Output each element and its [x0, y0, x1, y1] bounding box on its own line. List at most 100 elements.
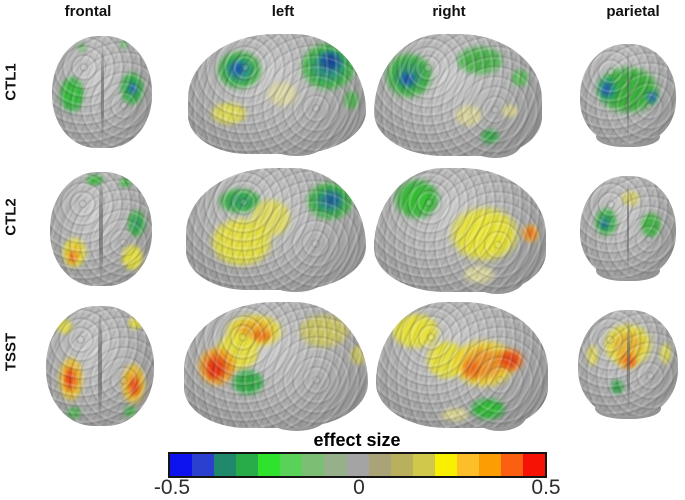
- colorbar-segment: [192, 454, 215, 476]
- activation-blob: [127, 80, 139, 97]
- activation-blob: [55, 69, 89, 119]
- brain-ctl2-frontal: [50, 172, 152, 286]
- activation-blob: [607, 377, 627, 398]
- activation-blob: [117, 175, 134, 189]
- activation-blob: [76, 41, 88, 53]
- activation-blob: [519, 221, 542, 247]
- brain-ctl2-parietal: [580, 176, 676, 282]
- activation-blob: [65, 248, 80, 267]
- colorbar-segment: [346, 454, 369, 476]
- midline-fissure: [99, 179, 103, 278]
- colorbar-tick-max: 0.5: [531, 476, 561, 499]
- brain-surface: [186, 168, 366, 290]
- activation-blob: [508, 65, 532, 91]
- activation-blob: [204, 97, 254, 129]
- activation-blob: [82, 172, 108, 188]
- brain-surface: [580, 176, 676, 278]
- activation-blob: [53, 316, 76, 337]
- brain-surface: [374, 168, 546, 292]
- brain-surface: [46, 306, 154, 426]
- activation-blob: [636, 207, 666, 243]
- colorbar-segment: [434, 454, 457, 476]
- brain-ctl1-right: [374, 34, 542, 159]
- activation-blob: [127, 372, 143, 401]
- midline-fissure: [98, 314, 102, 418]
- colorbar-segment: [500, 454, 523, 476]
- colorbar-segment: [280, 454, 303, 476]
- colorbar-segment: [456, 454, 479, 476]
- midline-fissure: [100, 43, 104, 141]
- colorbar-tick-zero: 0: [353, 476, 365, 499]
- brain-tsst-left: [184, 302, 368, 431]
- colorbar-segment: [412, 454, 435, 476]
- brain-tsst-right: [376, 302, 548, 431]
- activation-blob: [61, 362, 78, 396]
- brain-surface: [184, 302, 368, 428]
- colorbar-segment: [258, 454, 281, 476]
- column-header-parietal: parietal: [606, 3, 660, 20]
- activation-blob: [600, 83, 612, 97]
- colorbar-segment: [324, 454, 347, 476]
- brain-surface: [376, 302, 548, 428]
- activation-blob: [125, 313, 146, 332]
- activation-blob: [319, 188, 345, 211]
- activation-blob: [643, 87, 661, 107]
- row-label-tsst: TSST: [2, 332, 20, 372]
- activation-blob: [499, 101, 521, 120]
- colorbar-segment: [236, 454, 259, 476]
- activation-blob: [624, 356, 636, 368]
- activation-blob: [260, 77, 304, 111]
- colorbar-segment: [302, 454, 325, 476]
- colorbar-title: effect size: [313, 430, 401, 450]
- brain-surface: [374, 34, 542, 156]
- activation-blob: [491, 343, 530, 377]
- midline-fissure: [626, 51, 630, 137]
- midline-fissure: [626, 317, 630, 409]
- midline-fissure: [626, 183, 630, 271]
- column-header-frontal: frontal: [64, 3, 112, 20]
- brain-ctl1-left: [188, 34, 366, 157]
- activation-blob: [449, 101, 487, 131]
- activation-blob: [63, 405, 85, 421]
- activation-blob: [447, 41, 512, 81]
- activation-blob: [121, 403, 140, 420]
- activation-blob: [226, 365, 271, 401]
- activation-blob: [584, 341, 600, 370]
- activation-blob: [477, 126, 503, 147]
- brain-ctl2-right: [374, 168, 546, 295]
- activation-blob: [341, 86, 363, 114]
- activation-blob: [118, 240, 147, 275]
- brain-surface: [50, 172, 152, 286]
- activation-blob: [395, 68, 420, 91]
- colorbar-segment: [214, 454, 237, 476]
- activation-blob: [124, 205, 149, 242]
- brain-ctl1-parietal: [580, 44, 676, 147]
- brain-ctl2-left: [186, 168, 366, 293]
- colorbar-segment: [523, 454, 546, 476]
- brain-tsst-parietal: [578, 310, 678, 420]
- colorbar-tick-min: -0.5: [153, 476, 191, 499]
- activation-blob: [457, 354, 487, 383]
- brain-surface: [188, 34, 366, 154]
- activation-blob: [618, 188, 644, 209]
- brain-tsst-frontal: [46, 306, 154, 426]
- activation-blob: [225, 58, 251, 80]
- colorbar-segment: [170, 454, 193, 476]
- colorbar: [168, 452, 547, 478]
- brain-surface: [578, 310, 678, 416]
- activation-blob: [598, 217, 610, 231]
- activation-blob: [204, 354, 227, 383]
- colorbar-segment: [390, 454, 413, 476]
- activation-blob: [657, 339, 673, 368]
- activation-blob: [314, 47, 347, 76]
- activation-blob: [118, 38, 130, 49]
- column-header-left: left: [271, 3, 295, 20]
- activation-blob: [437, 196, 531, 271]
- activation-blob: [386, 171, 448, 227]
- activation-blob: [200, 209, 284, 276]
- brain-surface: [52, 36, 152, 148]
- activation-blob: [456, 262, 502, 288]
- colorbar-segment: [478, 454, 501, 476]
- column-header-right: right: [432, 3, 466, 20]
- brain-ctl1-frontal: [52, 36, 152, 148]
